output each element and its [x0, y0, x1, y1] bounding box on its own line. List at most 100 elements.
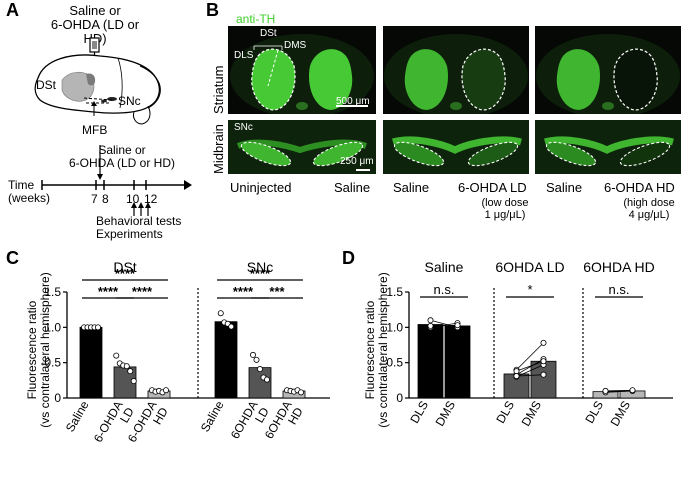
c-sig-label: ****	[98, 284, 119, 299]
scalebar-250: 250 μm	[340, 156, 374, 167]
d-point	[629, 387, 636, 394]
d-group-title: 6OHDA LD	[495, 259, 564, 275]
injection-label: Saline or 6-OHDA (LD or HD)	[50, 3, 140, 46]
hd-dose-note: (high dose 4 μg/μL)	[623, 197, 675, 221]
panel-a-label: A	[6, 0, 19, 20]
d-point	[540, 358, 547, 365]
row-label-midbrain: Midbrain	[211, 124, 226, 174]
region-label-dls: DLS	[234, 50, 254, 61]
d-ylabel: Fluorescence ratio(vs contralateral hemi…	[363, 272, 390, 427]
c-category-label: Saline	[63, 398, 92, 434]
micrograph-striatum-ld	[383, 26, 529, 114]
c-group-title: SNc	[247, 259, 273, 275]
row-label-striatum: Striatum	[211, 65, 226, 114]
timeline-injection-label: Saline or 6-OHDA (LD or HD)	[68, 143, 175, 170]
mfb-label: MFB	[82, 123, 108, 137]
c-sig-label: ****	[132, 284, 153, 299]
panel-b-label: B	[206, 0, 219, 20]
d-point	[602, 387, 609, 394]
tests-label: Behavioral tests Experiments	[96, 214, 182, 241]
d-pair-line	[605, 389, 633, 392]
d-sig-label: n.s.	[434, 282, 455, 297]
c-point	[297, 389, 304, 396]
d-pair-line	[430, 319, 458, 328]
d-point	[540, 339, 547, 346]
c-category-label: Saline	[198, 398, 227, 434]
d-pair-line	[516, 358, 544, 376]
brain-diagram	[34, 54, 161, 125]
c-point	[217, 310, 224, 317]
d-pair-line	[516, 364, 544, 378]
d-category-label: DMS	[519, 399, 544, 429]
time-label: Time (weeks)	[8, 178, 51, 205]
tick-7: 7	[91, 192, 98, 206]
micrograph-midbrain-ld	[383, 120, 529, 174]
tick-10: 10	[126, 192, 140, 206]
c-category-label: 6OHDALD	[228, 398, 272, 448]
d-bar	[530, 360, 557, 399]
d-ytick-label: 0.5	[386, 356, 403, 370]
column-label-uninjected: Uninjected	[230, 180, 292, 195]
c-ytick-label: 0	[54, 391, 61, 405]
c-point	[130, 378, 137, 385]
d-point	[427, 322, 434, 329]
c-point	[256, 366, 263, 373]
d-group-title: Saline	[425, 259, 464, 275]
stain-label: anti-TH	[236, 12, 276, 26]
d-ytick-label: 0	[396, 391, 403, 405]
panel-a-diagram	[34, 37, 192, 216]
d-pair-line	[516, 342, 544, 371]
c-category-label: 6OHDAHD	[262, 398, 306, 448]
d-pair-line	[605, 390, 633, 393]
panel-d-label: D	[342, 248, 355, 268]
d-bar	[444, 325, 471, 399]
d-category-label: DLS	[582, 399, 606, 426]
d-point	[513, 373, 520, 380]
d-group-title: 6OHDA HD	[583, 259, 655, 275]
tick-8: 8	[102, 192, 109, 206]
d-point	[540, 371, 547, 378]
dst-label: DSt	[36, 78, 57, 92]
d-pair-line	[516, 374, 544, 377]
micrograph-striatum-uninjected: DSt DLS DMS 500 μm	[228, 26, 376, 114]
d-category-label: DLS	[407, 399, 431, 426]
column-label-hd: 6-OHDA HD	[604, 180, 675, 195]
c-bar	[214, 321, 238, 399]
d-ytick-label: 1.0	[386, 320, 403, 334]
region-label-dms: DMS	[284, 40, 307, 51]
micrograph-midbrain-hd	[535, 120, 681, 174]
column-label-saline-2: Saline	[393, 180, 430, 195]
d-pair-line	[516, 360, 544, 372]
c-sig-label: ***	[269, 284, 285, 299]
d-pair-line	[430, 324, 458, 327]
micrograph-striatum-hd	[535, 26, 681, 114]
tick-12: 12	[144, 192, 158, 206]
c-bar	[248, 367, 272, 399]
c-sig-label: ****	[250, 266, 271, 281]
d-point	[427, 317, 434, 324]
c-group-title: DSt	[113, 259, 136, 275]
d-category-label: DMS	[608, 399, 633, 429]
snc-label: SNc	[118, 94, 141, 108]
d-category-label: DMS	[433, 399, 458, 429]
c-point	[123, 363, 130, 370]
d-bar	[417, 324, 444, 399]
c-category-label: 6-OHDALD	[91, 398, 137, 451]
timeline	[41, 145, 192, 216]
c-point	[113, 352, 120, 359]
micrograph-midbrain-saline: SNc 250 μm	[228, 120, 376, 174]
c-point	[253, 356, 260, 363]
d-category-label: DLS	[493, 399, 517, 426]
c-point	[162, 387, 169, 394]
panel-c-label: C	[6, 248, 19, 268]
c-point	[249, 351, 256, 358]
c-sig-label: ****	[115, 266, 136, 281]
c-ylabel: Fluorescence ratio(vs contralateral hemi…	[25, 272, 52, 427]
column-label-saline-3: Saline	[546, 180, 583, 195]
c-point	[228, 323, 235, 330]
column-label-ld: 6-OHDA LD	[458, 180, 527, 195]
column-label-saline-1: Saline	[334, 180, 371, 195]
c-ytick-label: 1.0	[44, 320, 61, 334]
